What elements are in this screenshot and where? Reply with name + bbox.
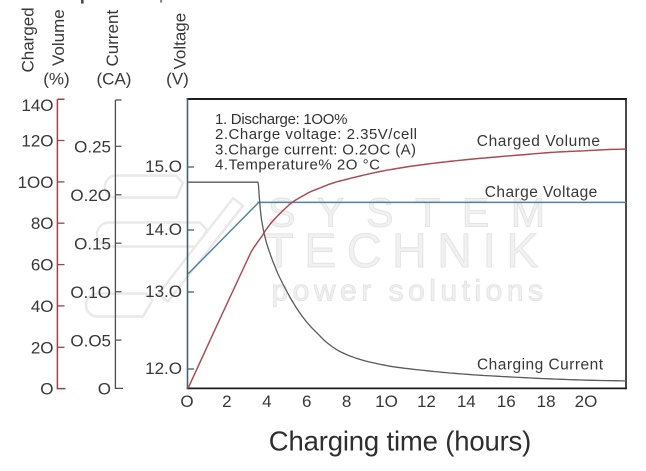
svg-text:4O: 4O — [31, 297, 54, 316]
svg-text:O.1O: O.1O — [70, 283, 111, 302]
svg-text:12.O: 12.O — [145, 359, 182, 378]
svg-text:O.O5: O.O5 — [70, 331, 111, 350]
svg-text:1O: 1O — [375, 392, 398, 411]
svg-text:4.Temperature% 2O °C: 4.Temperature% 2O °C — [215, 157, 380, 174]
svg-text:2: 2 — [222, 392, 231, 411]
svg-text:13.O: 13.O — [145, 282, 182, 301]
svg-text:Voltage: Voltage — [171, 13, 190, 70]
svg-text:8O: 8O — [31, 214, 54, 233]
svg-text:O: O — [180, 392, 193, 411]
svg-text:Charge Voltage: Charge Voltage — [485, 184, 598, 201]
svg-text:O.15: O.15 — [74, 235, 111, 254]
svg-text:6O: 6O — [31, 256, 54, 275]
svg-text:(%): (%) — [43, 70, 69, 89]
svg-text:14: 14 — [457, 392, 476, 411]
svg-text:4: 4 — [262, 392, 271, 411]
svg-text:18: 18 — [537, 392, 556, 411]
svg-text:Charged: Charged — [19, 7, 38, 72]
svg-text:12: 12 — [417, 392, 436, 411]
svg-text:12O: 12O — [21, 132, 53, 151]
svg-text:O.2O: O.2O — [70, 186, 111, 205]
svg-text:14O: 14O — [21, 96, 53, 115]
svg-text:2.Charge voltage: 2.35V/cell: 2.Charge voltage: 2.35V/cell — [215, 126, 417, 143]
svg-text:Current: Current — [103, 10, 122, 67]
svg-text:Charging Current: Charging Current — [477, 357, 604, 374]
svg-text:O: O — [98, 380, 111, 399]
svg-text:(CA): (CA) — [97, 70, 132, 89]
svg-text:14.O: 14.O — [145, 220, 182, 239]
svg-text:2O: 2O — [575, 392, 598, 411]
svg-text:8: 8 — [342, 392, 351, 411]
svg-text:15.O: 15.O — [145, 157, 182, 176]
svg-text:1. Discharge: 1OO%: 1. Discharge: 1OO% — [215, 111, 348, 128]
svg-text:O.25: O.25 — [74, 138, 111, 157]
svg-text:6: 6 — [302, 392, 311, 411]
svg-text:Volume: Volume — [49, 9, 68, 66]
svg-text:power solutions: power solutions — [272, 275, 544, 308]
svg-text:Charged Volume: Charged Volume — [477, 133, 600, 150]
svg-text:2O: 2O — [31, 338, 54, 357]
svg-text:1OO: 1OO — [18, 173, 54, 192]
svg-text:O: O — [40, 380, 53, 399]
svg-text:(V): (V) — [166, 70, 189, 89]
svg-text:Charging time (hours): Charging time (hours) — [269, 426, 532, 457]
svg-text:16: 16 — [497, 392, 516, 411]
svg-text:TECHNIK: TECHNIK — [264, 225, 538, 278]
svg-text:3.Charge current: O.2OC (A): 3.Charge current: O.2OC (A) — [215, 141, 416, 158]
